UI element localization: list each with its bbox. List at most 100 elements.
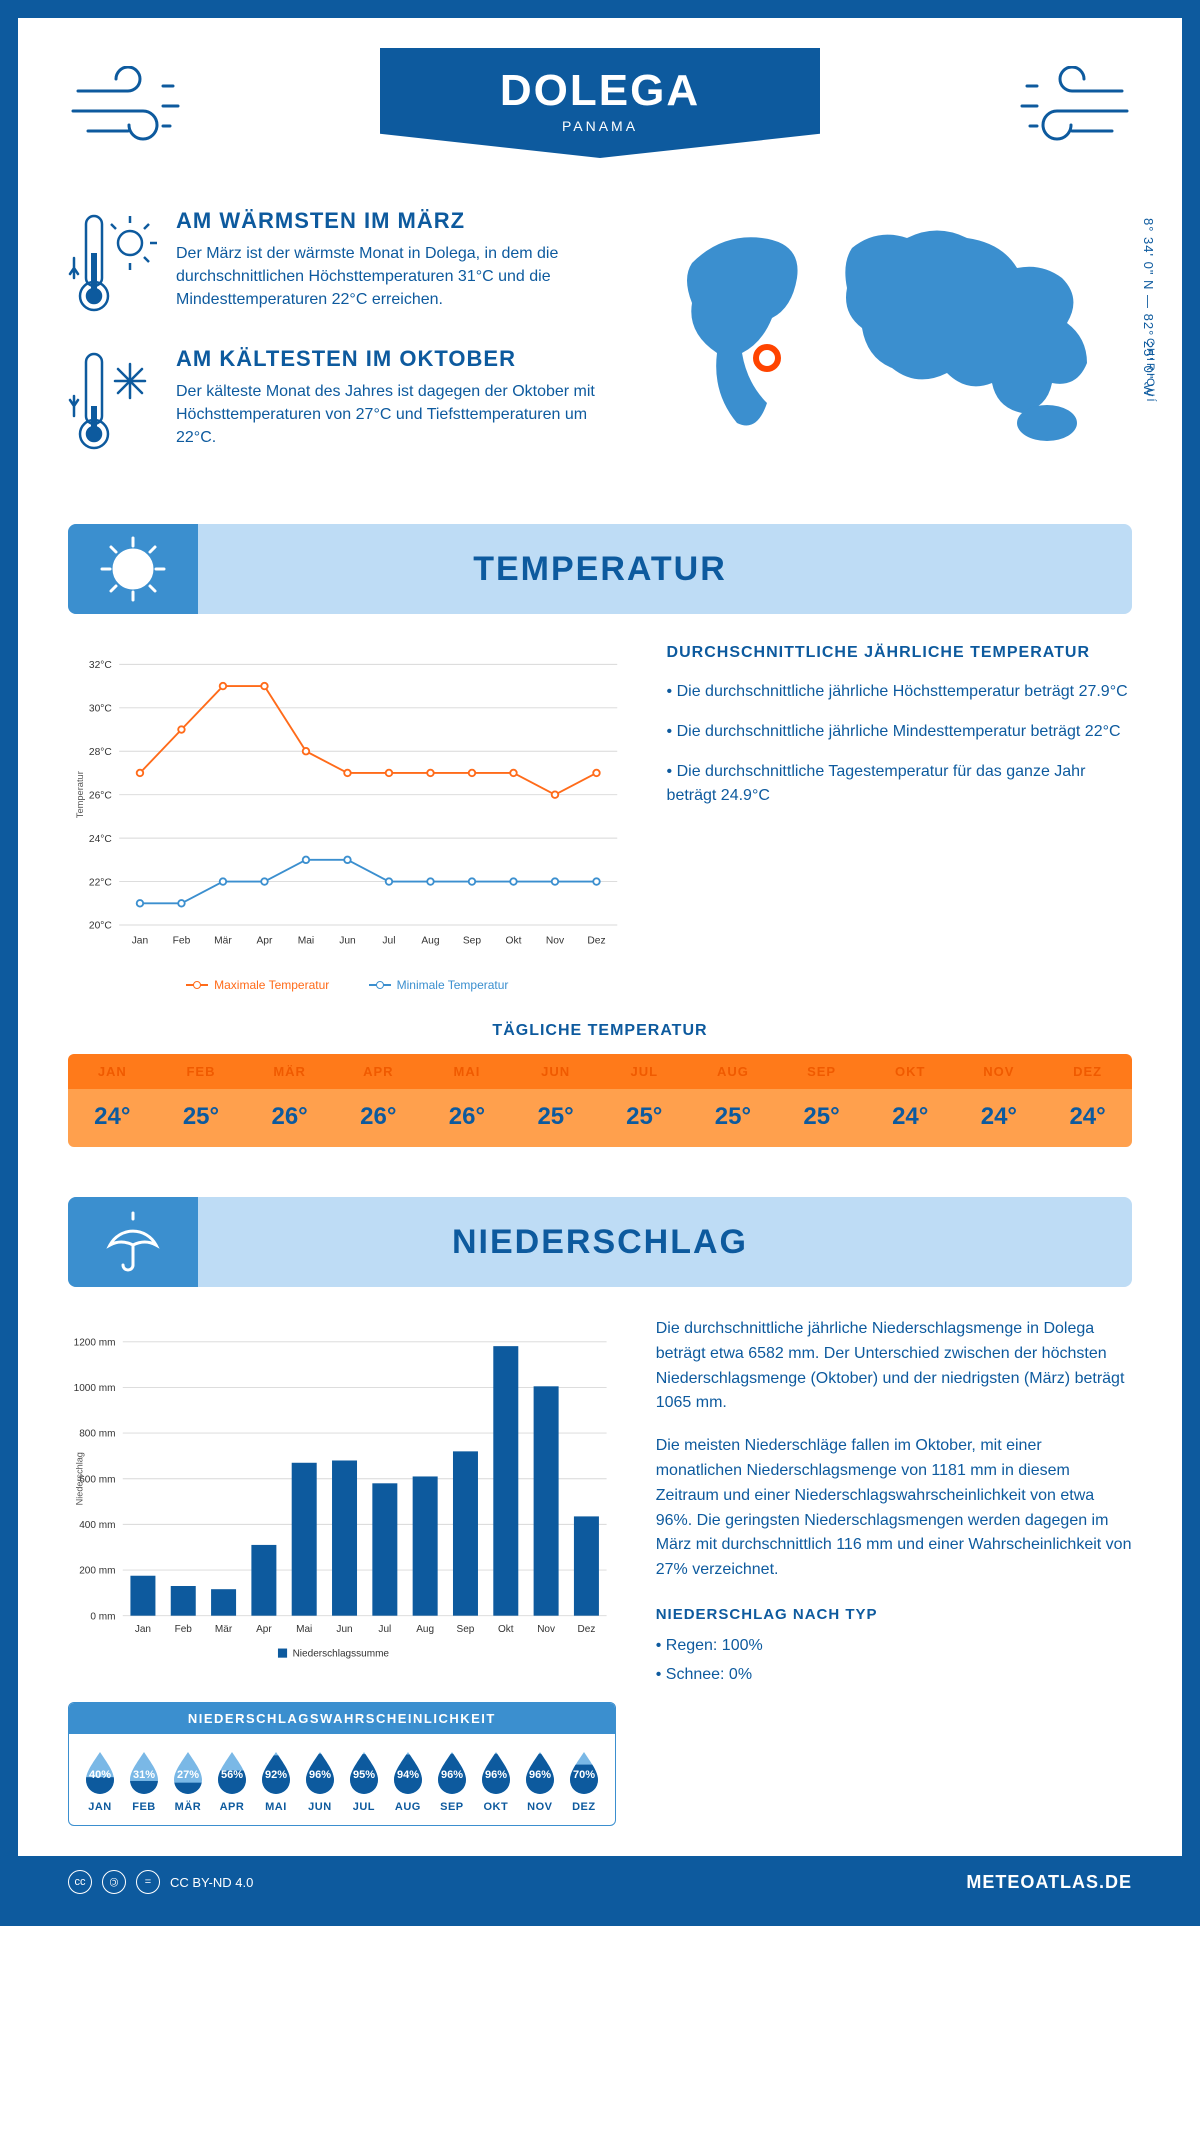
svg-text:Sep: Sep <box>463 936 482 947</box>
warmest-fact: AM WÄRMSTEN IM MÄRZ Der März ist der wär… <box>68 208 612 318</box>
svg-text:Feb: Feb <box>173 936 191 947</box>
prob-cell: 96% JUN <box>299 1748 341 1813</box>
prob-cell: 31% FEB <box>123 1748 165 1813</box>
legend-min: Minimale Temperatur <box>397 978 509 992</box>
svg-text:Jan: Jan <box>135 1624 151 1635</box>
temperature-line-chart: 20°C22°C24°C26°C28°C30°C32°CJanFebMärApr… <box>68 644 627 992</box>
daily-month-header: DEZ <box>1043 1054 1132 1089</box>
precipitation-info: Die durchschnittliche jährliche Niedersc… <box>656 1317 1132 1826</box>
coldest-fact: AM KÄLTESTEN IM OKTOBER Der kälteste Mon… <box>68 346 612 456</box>
daily-temp-value: 24° <box>68 1089 157 1147</box>
prob-cell: 94% AUG <box>387 1748 429 1813</box>
daily-temp-value: 25° <box>600 1089 689 1147</box>
nd-icon: = <box>136 1870 160 1894</box>
daily-temp-value: 25° <box>689 1089 778 1147</box>
daily-temp-title: TÄGLICHE TEMPERATUR <box>68 1022 1132 1040</box>
precip-by-type-title: NIEDERSCHLAG NACH TYP <box>656 1603 1132 1626</box>
license-text: CC BY-ND 4.0 <box>170 1875 253 1890</box>
prob-cell: 70% DEZ <box>563 1748 605 1813</box>
svg-text:1200 mm: 1200 mm <box>74 1337 116 1348</box>
daily-month-header: MÄR <box>245 1054 334 1089</box>
precip-text-1: Die durchschnittliche jährliche Niedersc… <box>656 1317 1132 1416</box>
svg-text:30°C: 30°C <box>89 704 112 715</box>
svg-text:Niederschlagssumme: Niederschlagssumme <box>293 1649 390 1660</box>
svg-text:20°C: 20°C <box>89 921 112 932</box>
svg-text:Jun: Jun <box>336 1624 352 1635</box>
svg-text:Jul: Jul <box>378 1624 391 1635</box>
svg-text:22°C: 22°C <box>89 877 112 888</box>
city-title: DOLEGA <box>380 66 820 116</box>
temp-info-line: • Die durchschnittliche Tagestemperatur … <box>667 760 1132 808</box>
prob-cell: 96% OKT <box>475 1748 517 1813</box>
temperature-section-header: TEMPERATUR <box>68 524 1132 614</box>
svg-text:800 mm: 800 mm <box>79 1429 115 1440</box>
temp-info-line: • Die durchschnittliche jährliche Höchst… <box>667 680 1132 704</box>
prob-cell: 95% JUL <box>343 1748 385 1813</box>
svg-text:Aug: Aug <box>416 1624 434 1635</box>
svg-text:Mai: Mai <box>296 1624 312 1635</box>
country-subtitle: PANAMA <box>380 118 820 134</box>
svg-text:Nov: Nov <box>537 1624 555 1635</box>
temp-info-title: DURCHSCHNITTLICHE JÄHRLICHE TEMPERATUR <box>667 644 1132 662</box>
svg-text:Dez: Dez <box>578 1624 596 1635</box>
precipitation-bar-chart: 0 mm200 mm400 mm600 mm800 mm1000 mm1200 … <box>68 1317 616 1682</box>
daily-temp-value: 24° <box>866 1089 955 1147</box>
svg-text:Niederschlag: Niederschlag <box>75 1452 85 1505</box>
svg-text:32°C: 32°C <box>89 660 112 671</box>
world-map-icon <box>652 208 1132 468</box>
daily-temp-value: 26° <box>423 1089 512 1147</box>
svg-text:27%: 27% <box>177 1769 199 1781</box>
svg-text:Apr: Apr <box>256 1624 272 1635</box>
prob-cell: 56% APR <box>211 1748 253 1813</box>
svg-text:200 mm: 200 mm <box>79 1566 115 1577</box>
svg-text:Nov: Nov <box>546 936 565 947</box>
svg-text:Mai: Mai <box>298 936 315 947</box>
prob-title: NIEDERSCHLAGSWAHRSCHEINLICHKEIT <box>69 1703 615 1734</box>
svg-text:96%: 96% <box>441 1769 463 1781</box>
thermometer-snow-icon <box>68 346 158 456</box>
daily-month-header: JUL <box>600 1054 689 1089</box>
title-banner: DOLEGA PANAMA <box>380 48 820 158</box>
precip-type-line: • Schnee: 0% <box>656 1663 1132 1688</box>
daily-temp-value: 25° <box>157 1089 246 1147</box>
coldest-title: AM KÄLTESTEN IM OKTOBER <box>176 346 612 372</box>
footer: cc 🄯 = CC BY-ND 4.0 METEOATLAS.DE <box>18 1856 1182 1908</box>
daily-month-header: JAN <box>68 1054 157 1089</box>
svg-text:Apr: Apr <box>256 936 273 947</box>
daily-temp-value: 24° <box>955 1089 1044 1147</box>
svg-text:0 mm: 0 mm <box>90 1611 115 1622</box>
sun-icon <box>98 534 168 604</box>
svg-text:94%: 94% <box>397 1769 419 1781</box>
daily-temp-value: 25° <box>777 1089 866 1147</box>
prob-cell: 92% MAI <box>255 1748 297 1813</box>
daily-month-header: NOV <box>955 1054 1044 1089</box>
precipitation-probability-box: NIEDERSCHLAGSWAHRSCHEINLICHKEIT 40% JAN … <box>68 1702 616 1826</box>
svg-text:96%: 96% <box>485 1769 507 1781</box>
svg-text:Okt: Okt <box>498 1624 514 1635</box>
world-map-panel: 8° 34' 0" N — 82° 25' 0" W CHIRIQUÍ <box>652 208 1132 484</box>
svg-text:Aug: Aug <box>421 936 440 947</box>
temperature-info: DURCHSCHNITTLICHE JÄHRLICHE TEMPERATUR •… <box>667 644 1132 992</box>
svg-text:Jun: Jun <box>339 936 356 947</box>
svg-text:1000 mm: 1000 mm <box>74 1383 116 1394</box>
precipitation-section-header: NIEDERSCHLAG <box>68 1197 1132 1287</box>
daily-month-header: OKT <box>866 1054 955 1089</box>
svg-text:Jul: Jul <box>382 936 395 947</box>
temperature-title: TEMPERATUR <box>473 550 727 589</box>
svg-text:24°C: 24°C <box>89 834 112 845</box>
daily-month-header: SEP <box>777 1054 866 1089</box>
precip-text-2: Die meisten Niederschläge fallen im Okto… <box>656 1434 1132 1583</box>
warmest-text: Der März ist der wärmste Monat in Dolega… <box>176 242 612 312</box>
svg-text:Sep: Sep <box>457 1624 475 1635</box>
svg-text:600 mm: 600 mm <box>79 1474 115 1485</box>
svg-text:28°C: 28°C <box>89 747 112 758</box>
daily-month-header: AUG <box>689 1054 778 1089</box>
daily-temp-value: 26° <box>245 1089 334 1147</box>
umbrella-icon <box>98 1207 168 1277</box>
daily-temp-value: 26° <box>334 1089 423 1147</box>
site-name: METEOATLAS.DE <box>966 1872 1132 1893</box>
daily-month-header: FEB <box>157 1054 246 1089</box>
warmest-title: AM WÄRMSTEN IM MÄRZ <box>176 208 612 234</box>
header: DOLEGA PANAMA <box>68 48 1132 208</box>
wind-icon <box>68 66 198 156</box>
